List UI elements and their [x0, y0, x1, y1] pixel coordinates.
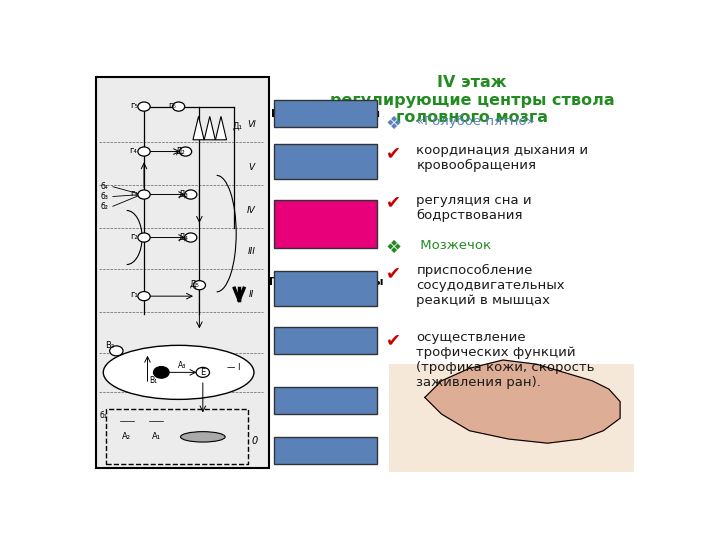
Text: Мозжечок: Мозжечок	[416, 239, 492, 252]
Text: г₄: г₄	[130, 146, 138, 156]
Text: — I: — I	[228, 363, 240, 372]
Text: регуляция сна и
бодрствования: регуляция сна и бодрствования	[416, 194, 532, 222]
Circle shape	[138, 147, 150, 156]
FancyBboxPatch shape	[274, 327, 377, 354]
Circle shape	[109, 346, 123, 356]
Text: А₁: А₁	[152, 433, 161, 441]
Polygon shape	[215, 116, 227, 140]
Text: ✔: ✔	[386, 265, 401, 282]
Text: б₂: б₂	[101, 202, 109, 211]
Text: VI: VI	[247, 120, 256, 129]
Circle shape	[173, 102, 185, 111]
Text: II: II	[248, 289, 254, 299]
Circle shape	[138, 102, 150, 111]
Text: В₂: В₂	[105, 341, 114, 349]
Polygon shape	[204, 116, 215, 140]
Circle shape	[138, 292, 150, 301]
Text: приспособление
сосудодвигательных
реакций в мышцах: приспособление сосудодвигательных реакци…	[416, 265, 565, 307]
FancyBboxPatch shape	[274, 437, 377, 464]
FancyBboxPatch shape	[389, 364, 634, 472]
FancyBboxPatch shape	[274, 200, 377, 248]
Text: орган: орган	[307, 446, 344, 455]
Text: ❖: ❖	[386, 114, 402, 133]
Text: г₅: г₅	[130, 102, 138, 110]
Circle shape	[193, 281, 205, 290]
Text: III: III	[248, 247, 255, 256]
Text: E: E	[200, 368, 205, 377]
Text: координация дыхания и
кровообращения: координация дыхания и кровообращения	[416, 144, 588, 172]
Text: г₁: г₁	[130, 291, 138, 300]
Text: Д₅: Д₅	[189, 279, 199, 288]
Text: Ганглий: Ганглий	[300, 396, 351, 406]
Text: г₆: г₆	[168, 101, 176, 110]
Text: А₂: А₂	[122, 433, 131, 441]
Text: Лимбическая
система: Лимбическая система	[283, 151, 369, 172]
Text: 0: 0	[251, 436, 258, 446]
Text: Спинной мозг: Спинной мозг	[282, 335, 369, 345]
Text: Д₄: Д₄	[179, 232, 189, 241]
Text: б₄: б₄	[101, 182, 109, 191]
Text: Гипоталамус
мозжечок
(адаптация): Гипоталамус мозжечок (адаптация)	[284, 207, 367, 240]
Text: б₁: б₁	[99, 411, 107, 420]
Circle shape	[196, 367, 210, 377]
Text: ✔: ✔	[386, 144, 401, 162]
Text: V: V	[248, 163, 254, 172]
Polygon shape	[425, 360, 620, 443]
Text: В₁: В₁	[150, 376, 158, 385]
Text: Пусковые центры
ствола: Пусковые центры ствола	[269, 278, 383, 299]
Circle shape	[138, 233, 150, 242]
FancyBboxPatch shape	[274, 100, 377, 127]
Text: IV: IV	[247, 206, 256, 215]
Text: Д₂: Д₂	[176, 146, 185, 156]
Text: Д₃: Д₃	[179, 189, 189, 198]
Text: Д₁: Д₁	[233, 122, 243, 131]
Ellipse shape	[181, 431, 225, 442]
Text: ✔: ✔	[386, 194, 401, 212]
Text: г₃: г₃	[130, 189, 138, 198]
Text: осуществление
трофических функций
(трофика кожи, скорость
заживления ран).: осуществление трофических функций (трофи…	[416, 331, 595, 389]
Circle shape	[184, 233, 197, 242]
Polygon shape	[193, 116, 204, 140]
FancyBboxPatch shape	[274, 144, 377, 179]
Text: г₂: г₂	[130, 232, 138, 241]
FancyBboxPatch shape	[274, 271, 377, 306]
Circle shape	[179, 147, 192, 156]
Text: ❖: ❖	[386, 239, 402, 258]
Circle shape	[138, 190, 150, 199]
FancyBboxPatch shape	[274, 387, 377, 414]
Text: IV этаж
регулирующие центры ствола
головного мозга: IV этаж регулирующие центры ствола голов…	[330, 75, 615, 125]
Text: А₃: А₃	[178, 361, 186, 370]
Text: б₃: б₃	[101, 192, 109, 201]
Circle shape	[153, 367, 169, 378]
Ellipse shape	[103, 346, 254, 400]
Text: «Голубое пятно»: «Голубое пятно»	[416, 114, 535, 128]
FancyBboxPatch shape	[96, 77, 269, 468]
Circle shape	[184, 190, 197, 199]
Text: ✔: ✔	[386, 331, 401, 349]
Text: Кора полушарий: Кора полушарий	[271, 109, 380, 119]
